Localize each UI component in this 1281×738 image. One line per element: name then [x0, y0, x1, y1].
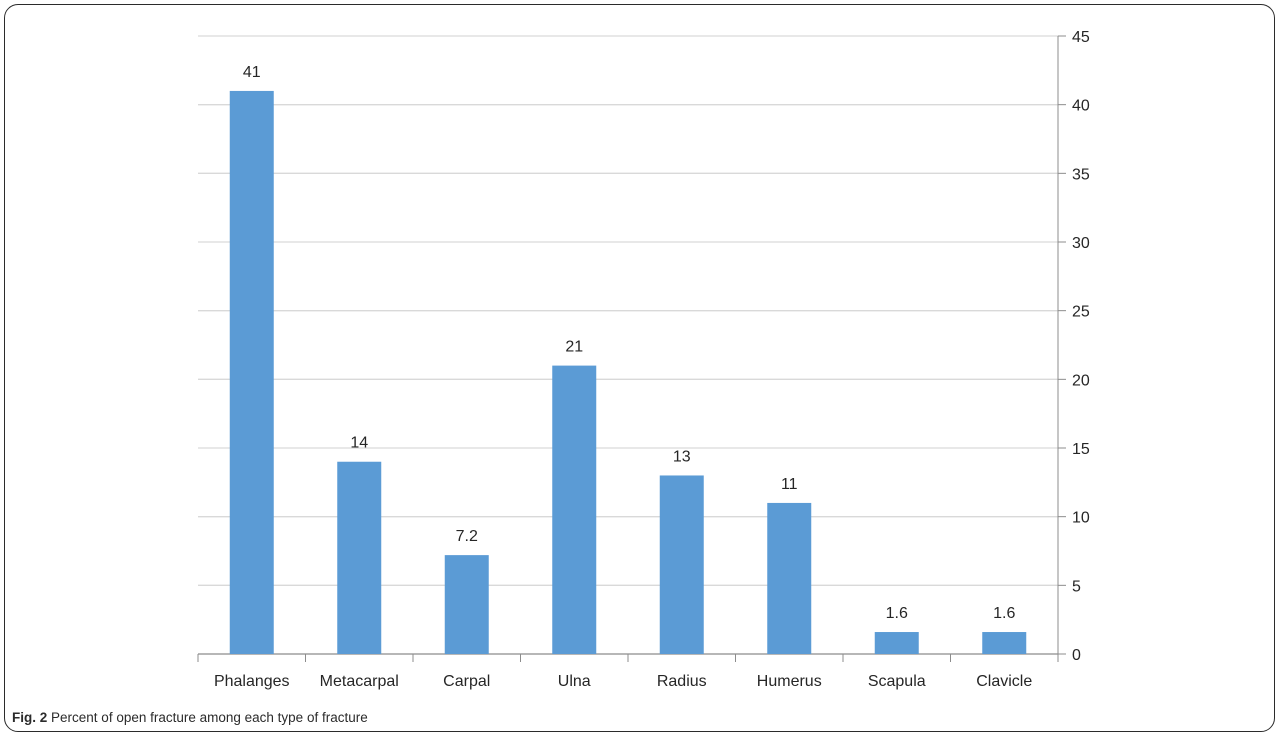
- bar-carpal: [444, 555, 489, 654]
- caption-label: Fig. 2: [12, 710, 48, 725]
- x-tick-label: Carpal: [443, 673, 490, 690]
- bar-humerus: [767, 502, 812, 654]
- bar-metacarpal: [337, 461, 382, 654]
- data-label: 1.6: [993, 605, 1015, 622]
- y-tick-label: 35: [1072, 166, 1090, 183]
- y-tick-label: 40: [1072, 98, 1090, 115]
- data-label: 7.2: [456, 528, 478, 545]
- y-tick-label: 15: [1072, 441, 1090, 458]
- caption-text: Percent of open fracture among each type…: [51, 710, 368, 725]
- x-tick-label: Ulna: [558, 673, 591, 690]
- x-tick-label: Humerus: [757, 673, 822, 690]
- bar-radius: [659, 475, 704, 654]
- data-label: 11: [781, 476, 798, 493]
- data-label: 21: [565, 339, 583, 356]
- bar-scapula: [874, 632, 919, 654]
- x-tick-label: Scapula: [868, 673, 926, 690]
- x-tick-label: Metacarpal: [320, 673, 399, 690]
- y-tick-label: 25: [1072, 304, 1090, 321]
- y-tick-label: 45: [1072, 29, 1090, 46]
- figure-frame: [4, 4, 1275, 732]
- data-label: 13: [673, 448, 691, 465]
- bar-phalanges: [229, 90, 274, 654]
- x-tick-label: Clavicle: [976, 673, 1032, 690]
- x-tick-label: Radius: [657, 673, 707, 690]
- data-label: 14: [350, 435, 368, 452]
- bar-ulna: [552, 365, 597, 654]
- x-tick-label: Phalanges: [214, 673, 290, 690]
- y-tick-label: 0: [1072, 647, 1081, 664]
- y-tick-label: 5: [1072, 578, 1081, 595]
- bar-clavicle: [982, 632, 1027, 654]
- data-label: 1.6: [886, 605, 908, 622]
- figure-caption: Fig. 2 Percent of open fracture among ea…: [12, 710, 368, 725]
- data-label: 41: [243, 64, 261, 81]
- y-tick-label: 30: [1072, 235, 1090, 252]
- y-tick-label: 10: [1072, 510, 1090, 527]
- y-tick-label: 20: [1072, 372, 1090, 389]
